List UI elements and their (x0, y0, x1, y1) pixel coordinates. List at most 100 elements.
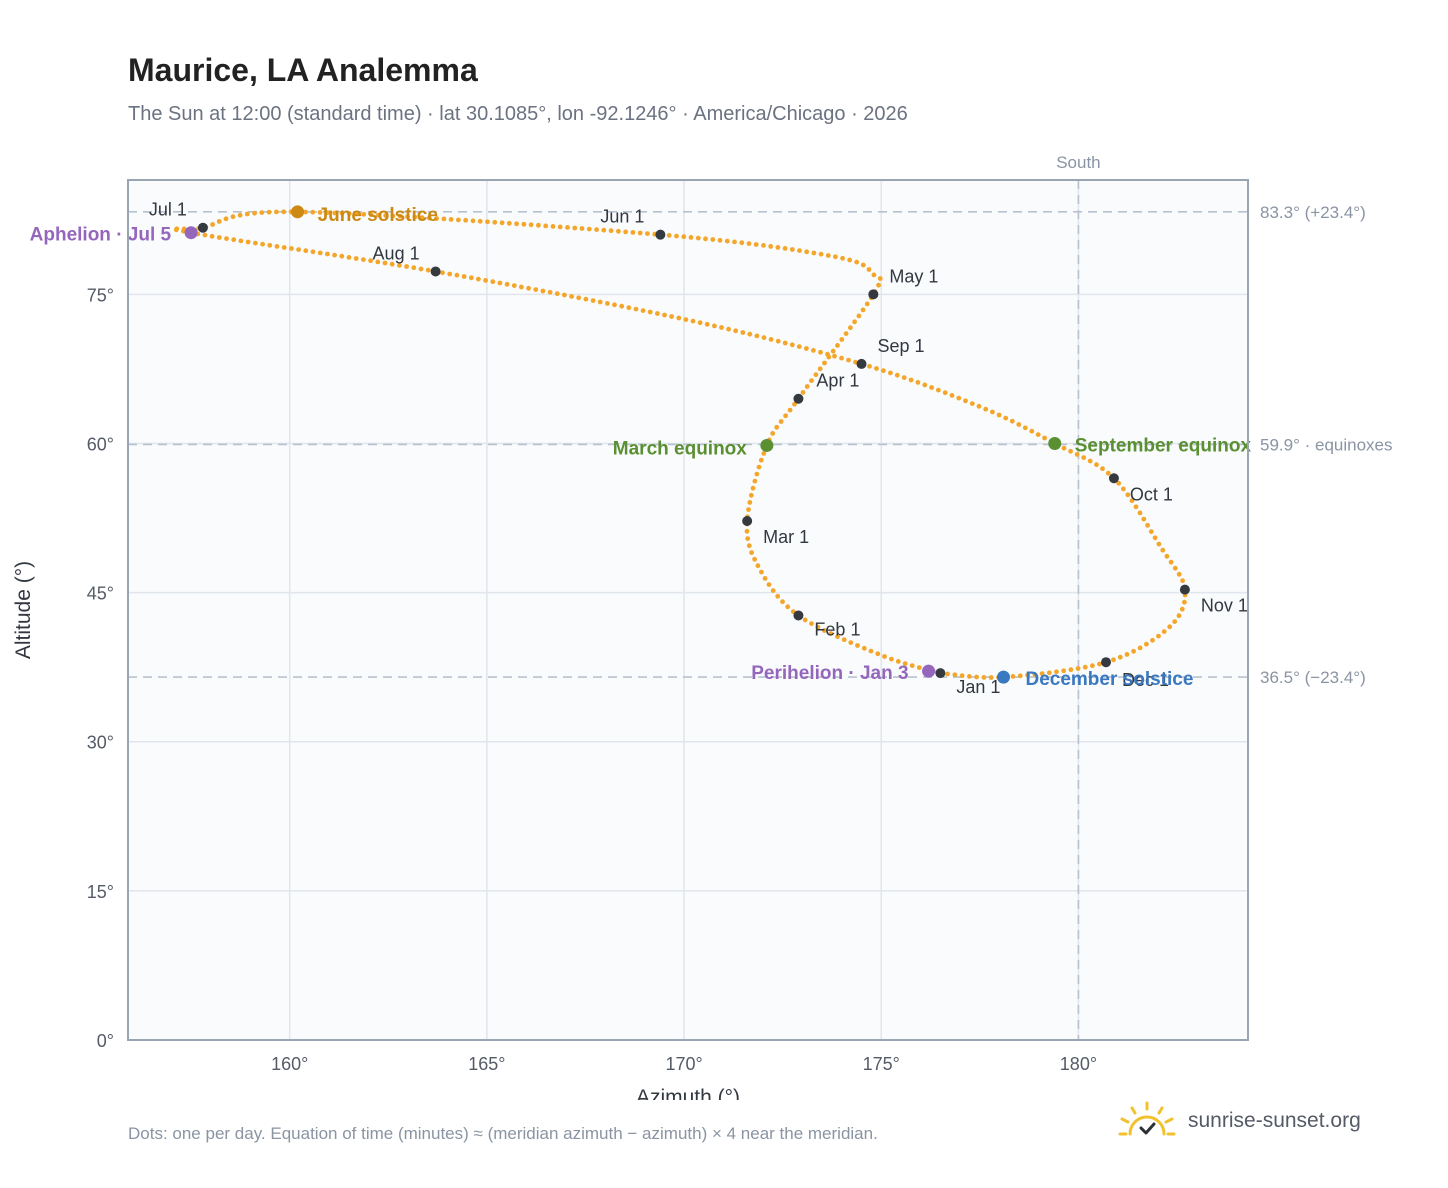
month-marker-label: Sep 1 (878, 336, 925, 356)
daily-sun-dot (867, 363, 872, 369)
daily-sun-dot (259, 210, 265, 216)
daily-sun-dot (770, 431, 776, 436)
daily-sun-dot (492, 219, 498, 225)
month-marker-label: Dec 1 (1122, 670, 1169, 690)
daily-sun-dot (390, 213, 396, 219)
daily-sun-dot (303, 209, 308, 215)
daily-sun-dot (405, 214, 410, 220)
daily-sun-dot (590, 298, 596, 303)
daily-sun-dot (640, 308, 646, 313)
daily-sun-dot (804, 384, 810, 389)
daily-sun-dot (368, 212, 374, 218)
daily-sun-dot (780, 599, 785, 605)
daily-sun-dot (397, 213, 403, 219)
daily-sun-dot (353, 256, 359, 261)
daily-sun-dot (789, 342, 795, 348)
daily-sun-dot (762, 576, 768, 581)
daily-sun-dot (800, 390, 806, 395)
daily-sun-dot (619, 303, 625, 309)
daily-sun-dot (809, 621, 814, 626)
daily-sun-dot (612, 302, 617, 308)
daily-sun-dot (547, 289, 553, 295)
daily-sun-dot (463, 217, 469, 223)
daily-sun-dot (746, 241, 752, 247)
daily-sun-dot (274, 244, 280, 249)
daily-sun-dot (826, 354, 832, 360)
month-marker (793, 610, 804, 621)
daily-sun-dot (456, 217, 461, 223)
month-marker (856, 358, 867, 369)
daily-sun-dot (839, 355, 844, 361)
daily-sun-dot (230, 214, 236, 220)
daily-sun-dot (490, 279, 496, 285)
daily-sun-dot (244, 211, 250, 217)
daily-sun-dot (752, 478, 758, 484)
daily-sun-dot (811, 250, 817, 256)
daily-sun-dot (383, 213, 389, 218)
daily-sun-dot (252, 210, 257, 216)
event-marker (760, 438, 774, 452)
daily-sun-dot (1032, 672, 1038, 677)
daily-sun-dot (818, 349, 823, 355)
daily-sun-dot (536, 222, 541, 228)
daily-sun-dot (860, 262, 866, 268)
daily-sun-dot (1097, 661, 1102, 667)
daily-sun-dot (419, 215, 425, 221)
daily-sun-dot (310, 249, 316, 255)
daily-sun-dot (260, 241, 265, 247)
daily-sun-dot (397, 263, 402, 268)
daily-sun-dot (792, 401, 797, 407)
daily-sun-dot (1029, 428, 1035, 434)
daily-sun-dot (332, 210, 338, 216)
daily-sun-dot (874, 366, 879, 371)
daily-sun-dot (868, 648, 874, 654)
daily-sun-dot (572, 225, 578, 231)
daily-sun-dot (1176, 571, 1182, 577)
daily-sun-dot (1167, 624, 1173, 630)
daily-sun-dot (504, 281, 510, 287)
daily-sun-dot (506, 220, 512, 226)
daily-sun-dot (775, 593, 781, 599)
event-marker (996, 670, 1010, 684)
daily-sun-dot (726, 326, 731, 332)
daily-sun-dot (426, 215, 432, 221)
daily-sun-dot (856, 313, 862, 319)
y-tick-label: 75° (87, 285, 114, 305)
daily-sun-dot (231, 237, 237, 243)
daily-sun-dot (655, 311, 660, 316)
daily-sun-dot (754, 471, 760, 477)
daily-sun-dot (375, 259, 381, 265)
daily-sun-dot (440, 270, 445, 276)
daily-sun-dot (540, 288, 546, 294)
daily-sun-dot (519, 284, 524, 290)
month-marker (868, 289, 879, 300)
month-marker-label: Oct 1 (1130, 484, 1173, 504)
daily-sun-dot (744, 528, 750, 534)
daily-sun-dot (688, 235, 694, 240)
daily-sun-dot (411, 265, 417, 271)
daily-sun-dot (576, 295, 582, 301)
month-marker-label: Mar 1 (763, 527, 809, 547)
daily-sun-dot (468, 275, 474, 281)
y-axis-label: Altitude (°) (12, 561, 35, 659)
brand[interactable]: sunrise-sunset.org (1118, 1100, 1361, 1142)
daily-sun-dot (1168, 559, 1174, 565)
daily-sun-dot (1150, 637, 1155, 643)
daily-sun-dot (224, 236, 229, 242)
daily-sun-dot (1003, 415, 1009, 421)
daily-sun-dot (569, 294, 574, 299)
daily-sun-dot (623, 229, 628, 235)
daily-sun-dot (828, 631, 834, 636)
daily-sun-dot (758, 457, 764, 463)
daily-sun-dot (470, 218, 476, 224)
daily-sun-dot (909, 663, 915, 668)
daily-sun-dot (1100, 466, 1105, 472)
daily-sun-dot (876, 282, 881, 288)
daily-sun-dot (461, 274, 467, 279)
reference-line-label: 83.3° (+23.4°) (1260, 203, 1366, 222)
daily-sun-dot (894, 372, 900, 378)
south-label: South (1056, 153, 1100, 172)
daily-sun-dot (1116, 480, 1122, 486)
daily-sun-dot (747, 331, 753, 337)
daily-sun-dot (579, 226, 585, 231)
